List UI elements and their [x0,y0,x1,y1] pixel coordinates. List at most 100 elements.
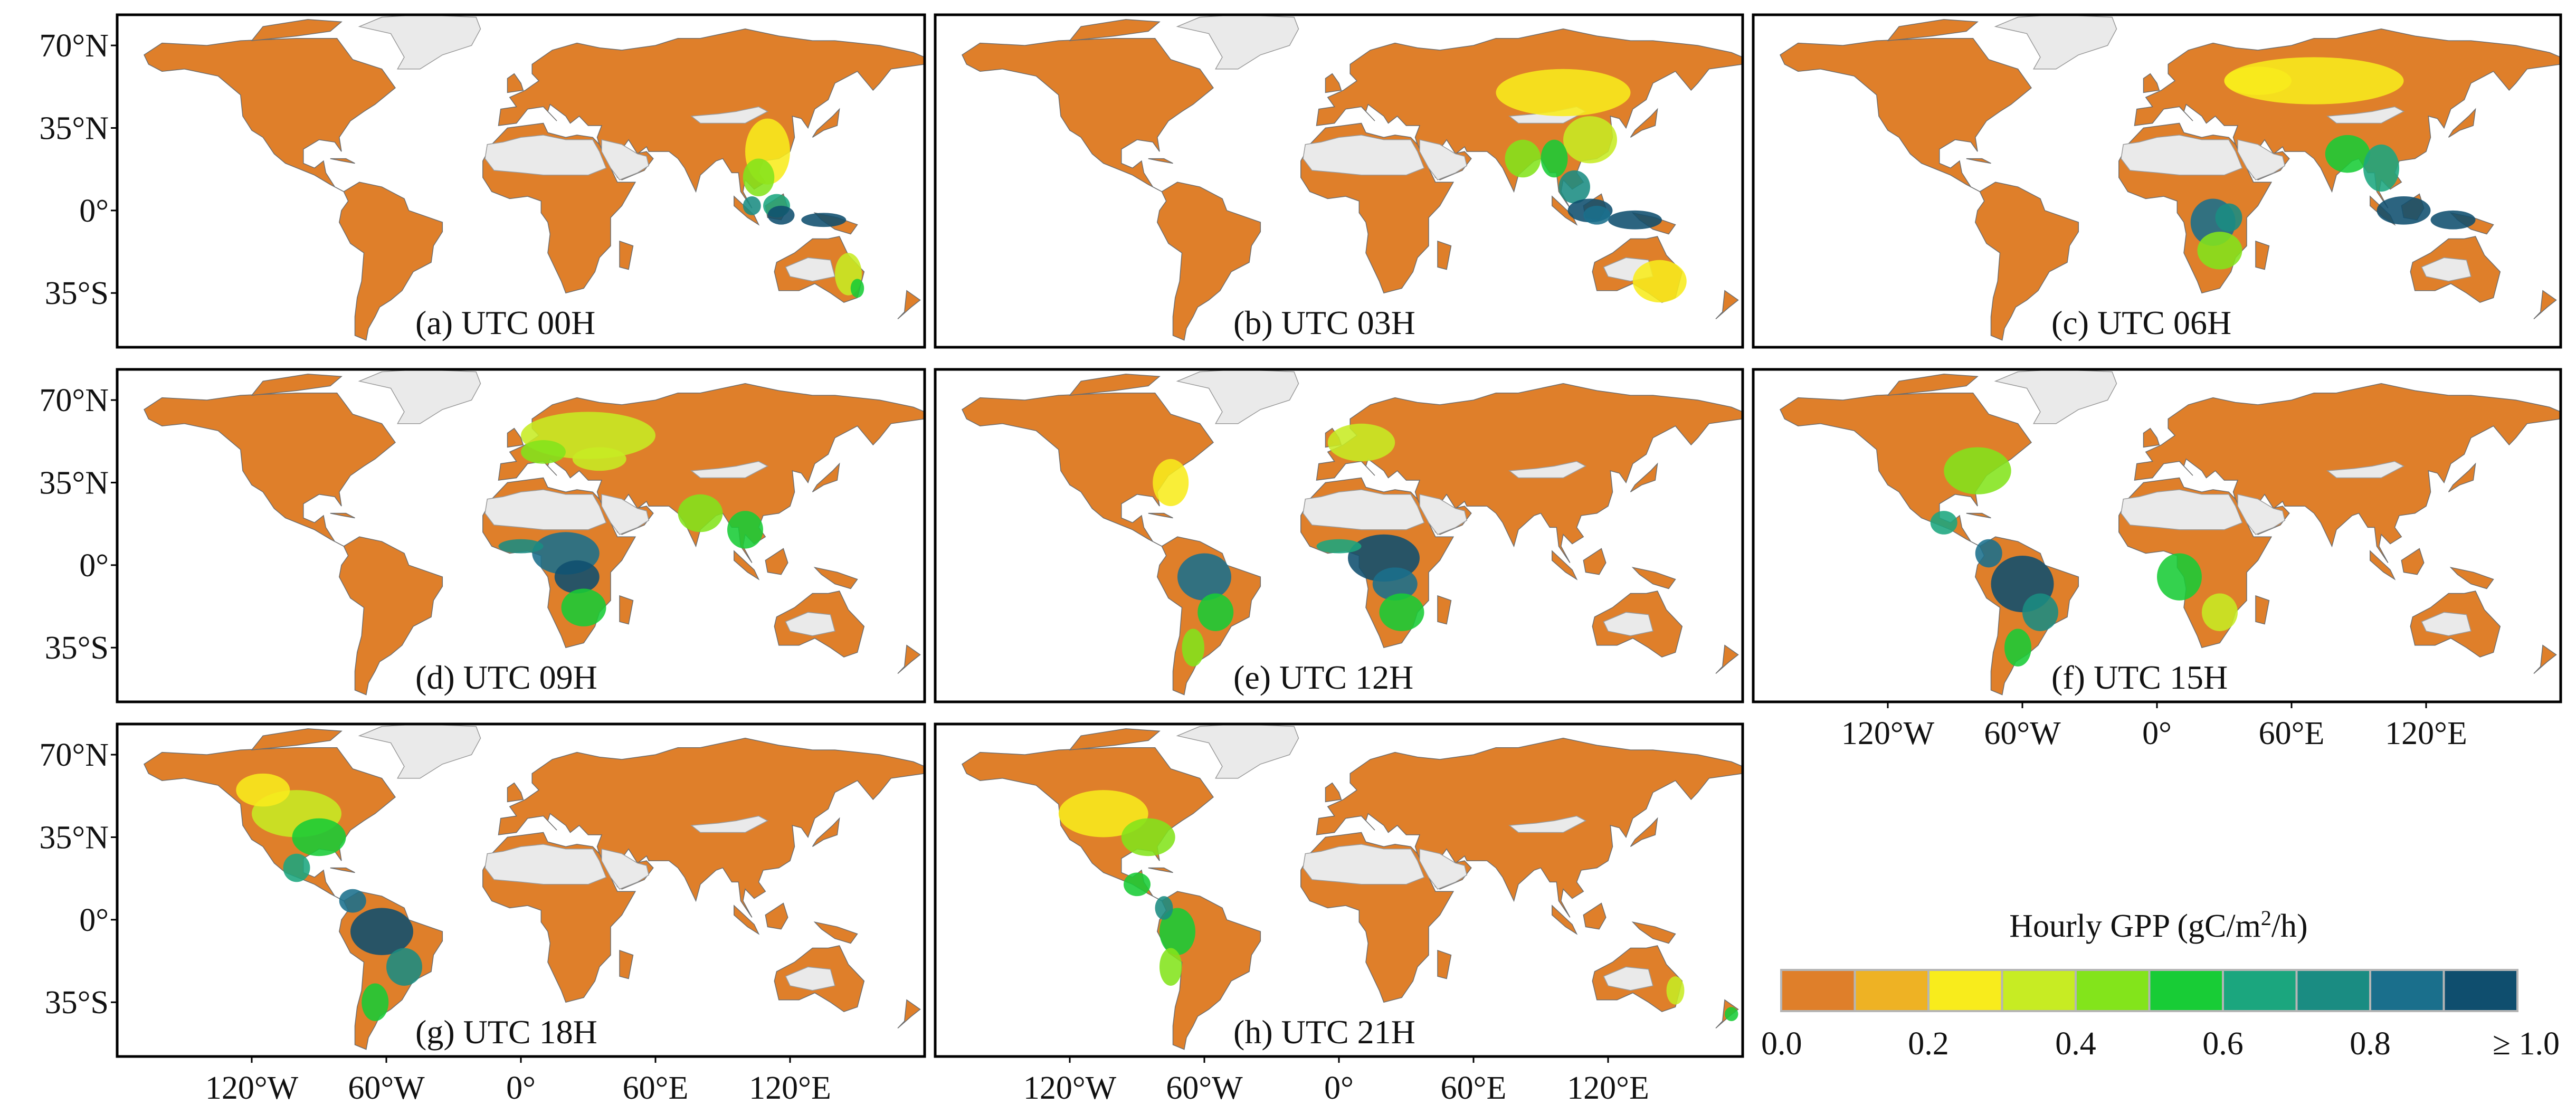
legend-swatch [2369,969,2445,1012]
gpp-hotspot [350,908,413,955]
legend: Hourly GPP (gC/m2/h) 0.0 0.2 0.4 0.6 0.8 ≥ 1.… [1761,906,2560,1062]
no-data-region [1508,815,1587,833]
panel-frame [1752,13,2562,349]
legend-tick-label: 0.6 [2202,1026,2244,1062]
land-polygon [1148,512,1173,519]
lat-tick-label: 0° [79,548,109,584]
land-polygon [330,158,355,164]
land-polygon [619,595,634,625]
land-polygon [1631,921,1676,944]
legend-swatch [1927,969,2003,1012]
no-data-region [1303,135,1425,176]
gpp-hotspot [767,205,795,225]
gpp-hotspot [1197,593,1234,631]
legend-swatch [2222,969,2298,1012]
no-data-region [1419,493,1468,535]
legend-tick-label: 0.0 [1761,1026,1802,1062]
legend-tick-labels: 0.0 0.2 0.4 0.6 0.8 ≥ 1.0 [1761,1026,2560,1062]
lon-tick-label: 0° [2142,716,2172,751]
gpp-hotspot [1975,539,2002,568]
gpp-hotspot [1505,139,1541,178]
no-data-region [2326,461,2405,479]
legend-colorbar [1780,969,2518,1012]
land-polygon [1975,182,2079,341]
lat-tick-label: 35°N [39,465,109,501]
map-panel: (c) UTC 06H [1752,13,2562,349]
gpp-hotspot [2325,135,2370,173]
gpp-hotspot [1182,629,1204,667]
legend-tick-label: ≥ 1.0 [2493,1026,2560,1062]
land-polygon [962,392,1214,547]
land-polygon [330,512,355,519]
no-data-region [1508,461,1587,479]
gpp-hotspot [1379,593,1424,631]
land-polygon [1325,782,1342,803]
gpp-hotspot [678,494,723,532]
lon-tick-label: 60°E [623,1070,689,1106]
no-data-region [601,139,650,180]
no-data-region [1176,369,1299,424]
no-data-region [1303,844,1425,885]
legend-swatch [2001,969,2077,1012]
land-polygon [2401,548,2425,575]
gpp-hotspot [1608,210,1662,230]
legend-swatch [2148,969,2224,1012]
panel-map-layer [1780,15,2561,341]
land-polygon [1630,108,1658,138]
land-polygon [1148,158,1173,164]
no-data-region [2121,489,2243,530]
panel-frame [116,368,926,703]
map-panel: (h) UTC 21H [934,722,1744,1058]
gpp-hotspot [1541,139,1568,178]
gpp-hotspot [1159,908,1195,955]
no-data-region [2237,139,2286,180]
panel-label: (g) UTC 18H [415,1013,597,1051]
land-polygon [507,782,524,803]
gpp-hotspot [1666,976,1685,1005]
no-data-region [1994,369,2117,424]
no-data-region [484,844,607,885]
map-panel: (f) UTC 15H [1752,368,2562,703]
gpp-hotspot [1583,205,1611,225]
gpp-hotspot [1327,423,1395,462]
no-data-region [2421,257,2472,282]
land-polygon [1715,290,1739,319]
land-polygon [765,902,788,930]
gpp-hotspot [1944,447,2011,494]
gpp-hotspot [727,511,763,549]
panel-map-layer [962,724,1743,1050]
gpp-hotspot [1372,567,1418,601]
lat-tick-label: 35°N [39,110,109,146]
legend-swatch [2295,969,2371,1012]
no-data-region [785,257,835,282]
land-polygon [1630,462,1658,492]
no-data-region [2421,612,2472,636]
land-polygon [2449,567,2494,589]
no-data-region [785,966,835,991]
panel-map-layer [144,724,925,1050]
land-polygon [897,999,921,1029]
no-data-region [601,493,650,535]
land-polygon [144,392,396,547]
panel-label: (c) UTC 06H [2051,304,2231,341]
lat-tick-label: 70°N [39,383,109,418]
gpp-hotspot [1563,116,1617,164]
legend-tick-label: 0.8 [2350,1026,2391,1062]
land-polygon [897,290,921,319]
gpp-hotspot [2377,196,2431,225]
no-data-region [1419,848,1468,890]
land-polygon [813,567,858,589]
lon-tick-label: 60°E [1441,1070,1507,1106]
land-polygon [2370,550,2396,580]
land-polygon [144,37,396,192]
gpp-hotspot [554,560,600,594]
gpp-hotspot [1177,553,1231,601]
gpp-hotspot [1558,170,1590,204]
panel-label: (f) UTC 15H [2051,659,2228,696]
land-polygon [2448,108,2476,138]
gpp-hotspot [1632,260,1687,303]
no-data-region [785,612,835,636]
legend-title-prefix: Hourly GPP (gC/m [2009,908,2261,944]
land-polygon [1583,548,1607,575]
land-polygon [897,644,921,674]
